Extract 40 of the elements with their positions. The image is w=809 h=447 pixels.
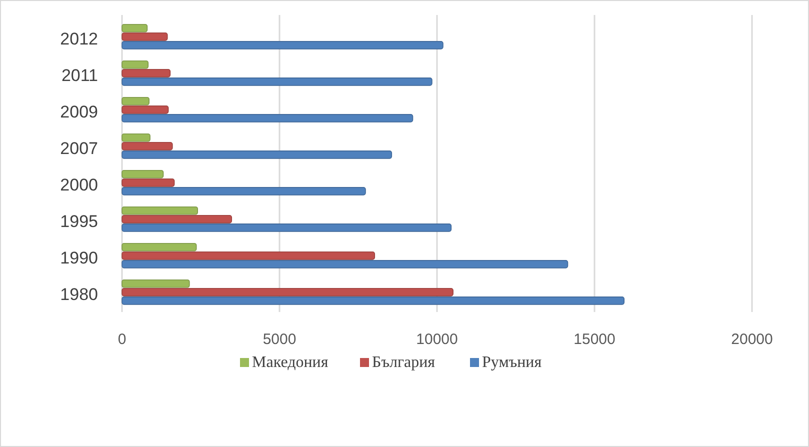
bar [122, 96, 150, 106]
bar [122, 260, 568, 268]
legend-label: Румъния [482, 354, 542, 371]
legend-label: Македония [252, 354, 329, 371]
bar [122, 24, 148, 32]
bar [122, 296, 625, 305]
legend-label: България [372, 354, 436, 371]
bar [122, 279, 190, 288]
y-tick-label: 1980 [60, 284, 98, 304]
y-tick-label: 1995 [60, 212, 98, 231]
bar [122, 114, 414, 122]
y-tick-label: 1990 [60, 248, 98, 268]
bar [122, 142, 173, 150]
bar [122, 206, 198, 215]
bar [122, 242, 197, 252]
bar [122, 288, 454, 296]
x-tick-label: 15000 [574, 331, 616, 348]
bar [122, 251, 376, 260]
bar [122, 178, 175, 187]
bar [122, 32, 168, 41]
bar [122, 68, 171, 78]
bar [122, 78, 432, 86]
bar [122, 60, 149, 69]
bar [122, 41, 444, 50]
x-tick-label: 20000 [731, 331, 773, 348]
x-tick-label: 5000 [262, 331, 296, 348]
bar [122, 214, 232, 224]
y-tick-label: 2009 [60, 102, 98, 122]
bar [122, 170, 164, 178]
bar [122, 187, 366, 196]
bar [122, 133, 150, 142]
bar [122, 224, 452, 232]
x-tick-label: 10000 [416, 331, 458, 348]
y-tick-label: 2007 [60, 138, 98, 158]
y-tick-label: 2011 [61, 66, 98, 85]
x-tick-label: 0 [118, 331, 126, 348]
bar [122, 150, 392, 159]
y-tick-label: 2000 [60, 175, 98, 194]
y-tick-label: 2012 [60, 29, 98, 48]
bar [122, 105, 169, 114]
